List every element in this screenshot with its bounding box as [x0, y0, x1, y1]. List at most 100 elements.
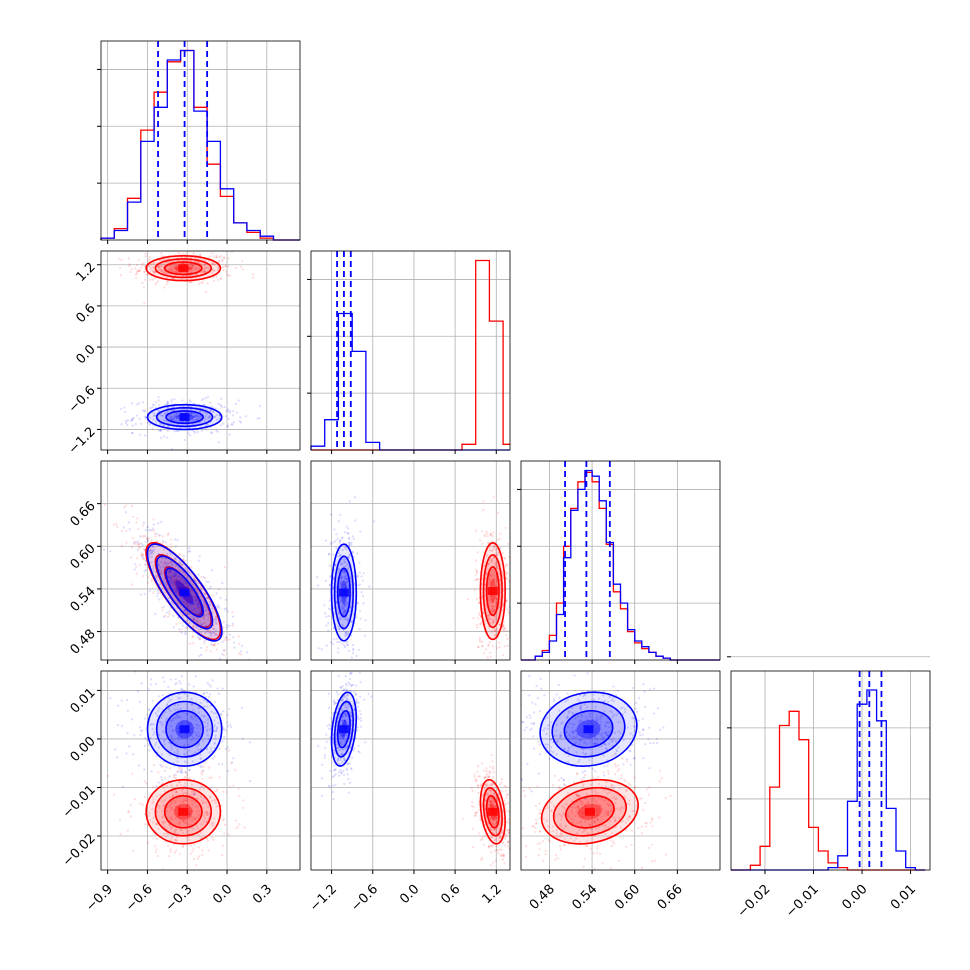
sample-point [549, 738, 552, 741]
sample-point [508, 555, 510, 559]
sample-point [140, 682, 143, 685]
sample-point [505, 820, 508, 824]
sample-point [199, 727, 202, 730]
sample-point [567, 746, 571, 750]
sample-point [225, 409, 228, 413]
sample-point [578, 694, 581, 697]
sample-point [217, 763, 220, 766]
sample-point [348, 500, 351, 503]
sample-point [171, 418, 174, 421]
sample-point [173, 574, 176, 577]
sample-point [330, 541, 333, 545]
sample-point [600, 732, 604, 735]
sample-point [490, 792, 493, 795]
sample-point [188, 547, 191, 550]
sample-point [212, 631, 215, 634]
sample-point [546, 716, 549, 719]
sample-point [213, 269, 216, 272]
sample-point [483, 619, 487, 622]
sample-point [197, 602, 200, 605]
sample-point [214, 700, 217, 703]
sample-point [346, 532, 349, 535]
sample-point [225, 273, 228, 276]
sample-point [195, 626, 198, 629]
sample-point [207, 581, 210, 584]
sample-point [492, 818, 495, 821]
sample-point [358, 751, 361, 754]
sample-point [191, 819, 194, 823]
sample-point [176, 836, 179, 839]
sample-point [241, 676, 243, 678]
sample-point [589, 847, 592, 850]
sample-point [523, 729, 526, 732]
sample-point [603, 811, 607, 815]
sample-point [179, 696, 182, 699]
sample-point [599, 720, 602, 724]
sample-point [603, 799, 606, 803]
sample-point [604, 832, 607, 836]
sample-point [214, 632, 218, 635]
sample-point [205, 606, 208, 610]
sample-point [151, 427, 154, 430]
sample-point [339, 759, 342, 762]
sample-point [480, 858, 483, 861]
sample-point [333, 774, 336, 777]
sample-point [180, 675, 184, 678]
sample-point [175, 756, 179, 759]
sample-point [329, 736, 332, 739]
sample-point [488, 775, 491, 778]
sample-point [567, 749, 570, 752]
sample-point [627, 782, 630, 785]
sample-point [320, 648, 323, 651]
sample-point [582, 812, 585, 815]
sample-point [146, 841, 149, 844]
sample-point [330, 665, 332, 667]
sample-point [555, 832, 559, 835]
sample-point [175, 267, 178, 270]
sample-point [332, 597, 335, 600]
sample-point [493, 597, 496, 600]
sample-point [225, 626, 229, 629]
sample-point [492, 606, 495, 609]
sample-point [210, 776, 213, 779]
sample-point [621, 706, 624, 709]
sample-point [492, 620, 496, 623]
sample-point [211, 757, 214, 760]
sample-point [505, 634, 508, 637]
sample-point [170, 786, 173, 789]
sample-point [212, 411, 215, 414]
sample-point [555, 829, 558, 832]
sample-point [178, 780, 181, 784]
sample-point [238, 794, 241, 797]
sample-point [344, 583, 347, 586]
sample-point [131, 718, 134, 721]
sample-point [179, 734, 182, 738]
sample-point [481, 530, 484, 533]
sample-point [492, 816, 495, 819]
sample-point [499, 532, 502, 535]
sample-point [210, 432, 213, 435]
sample-point [341, 698, 344, 701]
sample-point [191, 708, 194, 711]
sample-point [168, 562, 171, 565]
sample-point [203, 592, 206, 595]
sample-point [149, 546, 152, 550]
sample-point [158, 266, 161, 269]
sample-point [188, 600, 191, 603]
sample-point [191, 265, 194, 268]
sample-point [125, 419, 128, 423]
sample-point [214, 622, 217, 625]
sample-point [205, 408, 208, 411]
sample-point [606, 734, 609, 737]
sample-point [352, 647, 355, 650]
sample-point [174, 704, 177, 707]
sample-point [343, 758, 346, 762]
sample-point [205, 291, 208, 294]
sample-point [357, 717, 360, 720]
sample-point [340, 753, 343, 756]
sample-point [176, 784, 179, 788]
sample-point [621, 757, 624, 760]
sample-point [611, 807, 614, 810]
sample-point [603, 824, 606, 828]
sample-point [364, 634, 367, 637]
